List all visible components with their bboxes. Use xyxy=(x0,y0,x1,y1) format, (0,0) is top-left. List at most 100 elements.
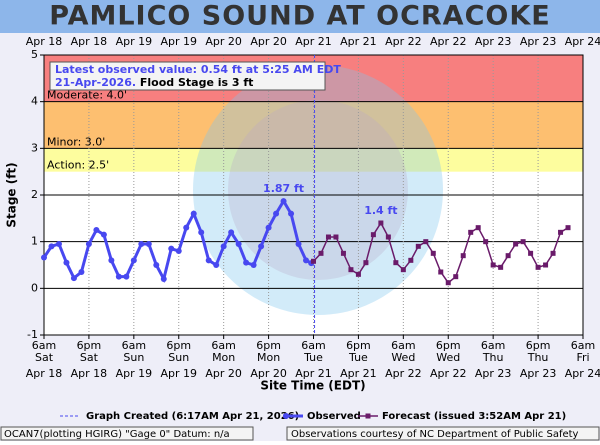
observed-point xyxy=(108,257,115,264)
info-flood-stage: Flood Stage is 3 ft xyxy=(140,76,254,89)
forecast-point xyxy=(325,234,331,240)
x-tick-day: Sat xyxy=(80,351,99,364)
info-line: 21-Apr-2026. Flood Stage is 3 ft xyxy=(55,76,253,89)
x-tick-label: 6am xyxy=(122,339,146,352)
forecast-point xyxy=(453,274,459,280)
observed-point xyxy=(243,259,250,266)
forecast-point xyxy=(550,250,556,256)
x-tick-day: Sun xyxy=(123,351,144,364)
x-axis-label: Site Time (EDT) xyxy=(260,379,365,393)
y-axis-label: Stage (ft) xyxy=(5,162,19,227)
observed-point xyxy=(55,241,62,247)
x-tick-label: 6pm xyxy=(256,339,281,352)
observed-point xyxy=(205,257,212,264)
observed-point xyxy=(303,257,310,264)
x-tick-label: 6pm xyxy=(77,339,102,352)
observed-point xyxy=(115,273,122,280)
x-tick-label: 6pm xyxy=(166,339,191,352)
forecast-point xyxy=(385,234,391,240)
legend-forecast-marker xyxy=(365,413,371,419)
info-date: 21-Apr-2026. xyxy=(55,76,136,89)
value-label: 1.87 ft xyxy=(263,182,304,195)
observed-point xyxy=(160,276,167,282)
value-label: 1.4 ft xyxy=(364,204,397,217)
x-tick-day: Wed xyxy=(436,351,460,364)
forecast-point xyxy=(505,253,511,259)
forecast-point xyxy=(370,232,376,238)
observed-point xyxy=(183,224,190,231)
chart-title: PAMLICO SOUND AT OCRACOKE xyxy=(49,1,550,32)
observed-point xyxy=(70,275,77,282)
forecast-point xyxy=(430,250,436,256)
x-top-date: Apr 22 xyxy=(385,35,422,48)
y-tick-label: -1 xyxy=(27,328,38,341)
footer-right: Observations courtesy of NC Department o… xyxy=(291,429,579,440)
watermark xyxy=(228,100,408,280)
observed-point xyxy=(235,241,242,247)
observed-point xyxy=(273,210,280,217)
observed-point xyxy=(85,241,92,247)
forecast-point xyxy=(340,250,346,256)
forecast-point xyxy=(311,258,316,264)
legend-observed: Observed xyxy=(307,411,361,422)
x-top-date: Apr 21 xyxy=(340,35,377,48)
observed-point xyxy=(250,262,257,268)
forecast-point xyxy=(528,250,534,256)
x-tick-day: Tue xyxy=(303,351,323,364)
x-top-date: Apr 24 xyxy=(565,35,600,48)
x-tick-date: Apr 19 xyxy=(160,367,197,380)
x-tick-day: Wed xyxy=(391,351,415,364)
x-tick-label: 6pm xyxy=(346,339,371,352)
x-tick-date: Apr 23 xyxy=(475,367,512,380)
x-tick-day: Thu xyxy=(482,351,504,364)
legend-created: Graph Created (6:17AM Apr 21, 2026) xyxy=(86,411,299,422)
observed-point xyxy=(220,243,227,250)
x-top-date: Apr 18 xyxy=(26,35,63,48)
x-tick-date: Apr 18 xyxy=(71,367,108,380)
forecast-point xyxy=(318,250,324,256)
x-tick-date: Apr 18 xyxy=(26,367,63,380)
observed-point xyxy=(258,243,265,250)
y-tick-label: 1 xyxy=(31,235,38,248)
observed-point xyxy=(63,259,70,266)
forecast-point xyxy=(468,229,474,235)
legend-forecast: Forecast (issued 3:52AM Apr 21) xyxy=(382,411,566,422)
footer-left-box xyxy=(0,426,254,441)
y-tick-label: 2 xyxy=(31,188,38,201)
x-tick-day: Sat xyxy=(35,351,54,364)
x-tick-date: Apr 22 xyxy=(385,367,422,380)
x-tick-date: Apr 21 xyxy=(340,367,377,380)
forecast-point xyxy=(558,229,564,235)
x-top-date: Apr 20 xyxy=(250,35,287,48)
x-top-date: Apr 20 xyxy=(205,35,242,48)
x-top-date: Apr 22 xyxy=(430,35,467,48)
observed-point xyxy=(175,248,182,254)
x-tick-day: Fri xyxy=(576,351,589,364)
x-tick-day: Tue xyxy=(348,351,368,364)
x-tick-day: Mon xyxy=(257,351,280,364)
x-top-date: Apr 21 xyxy=(295,35,332,48)
x-top-date: Apr 19 xyxy=(160,35,197,48)
x-tick-label: 6am xyxy=(301,339,325,352)
forecast-point xyxy=(498,264,504,270)
forecast-point xyxy=(378,220,384,226)
forecast-point xyxy=(460,253,466,259)
x-top-date: Apr 23 xyxy=(520,35,557,48)
observed-point xyxy=(295,241,302,247)
y-tick-label: 4 xyxy=(31,95,38,108)
plot-area xyxy=(43,54,584,336)
x-tick-label: 6am xyxy=(391,339,415,352)
observed-point xyxy=(100,231,107,238)
observed-point xyxy=(198,229,205,236)
observed-point xyxy=(138,241,145,247)
forecast-point xyxy=(363,260,369,266)
forecast-point xyxy=(400,267,406,273)
x-tick-date: Apr 19 xyxy=(116,367,153,380)
footer-right-box xyxy=(286,426,600,441)
x-tick-label: 6am xyxy=(32,339,56,352)
observed-point xyxy=(145,241,152,247)
y-tick-label: 0 xyxy=(31,281,38,294)
forecast-point xyxy=(513,241,519,247)
y-tick-label: 5 xyxy=(31,48,38,61)
